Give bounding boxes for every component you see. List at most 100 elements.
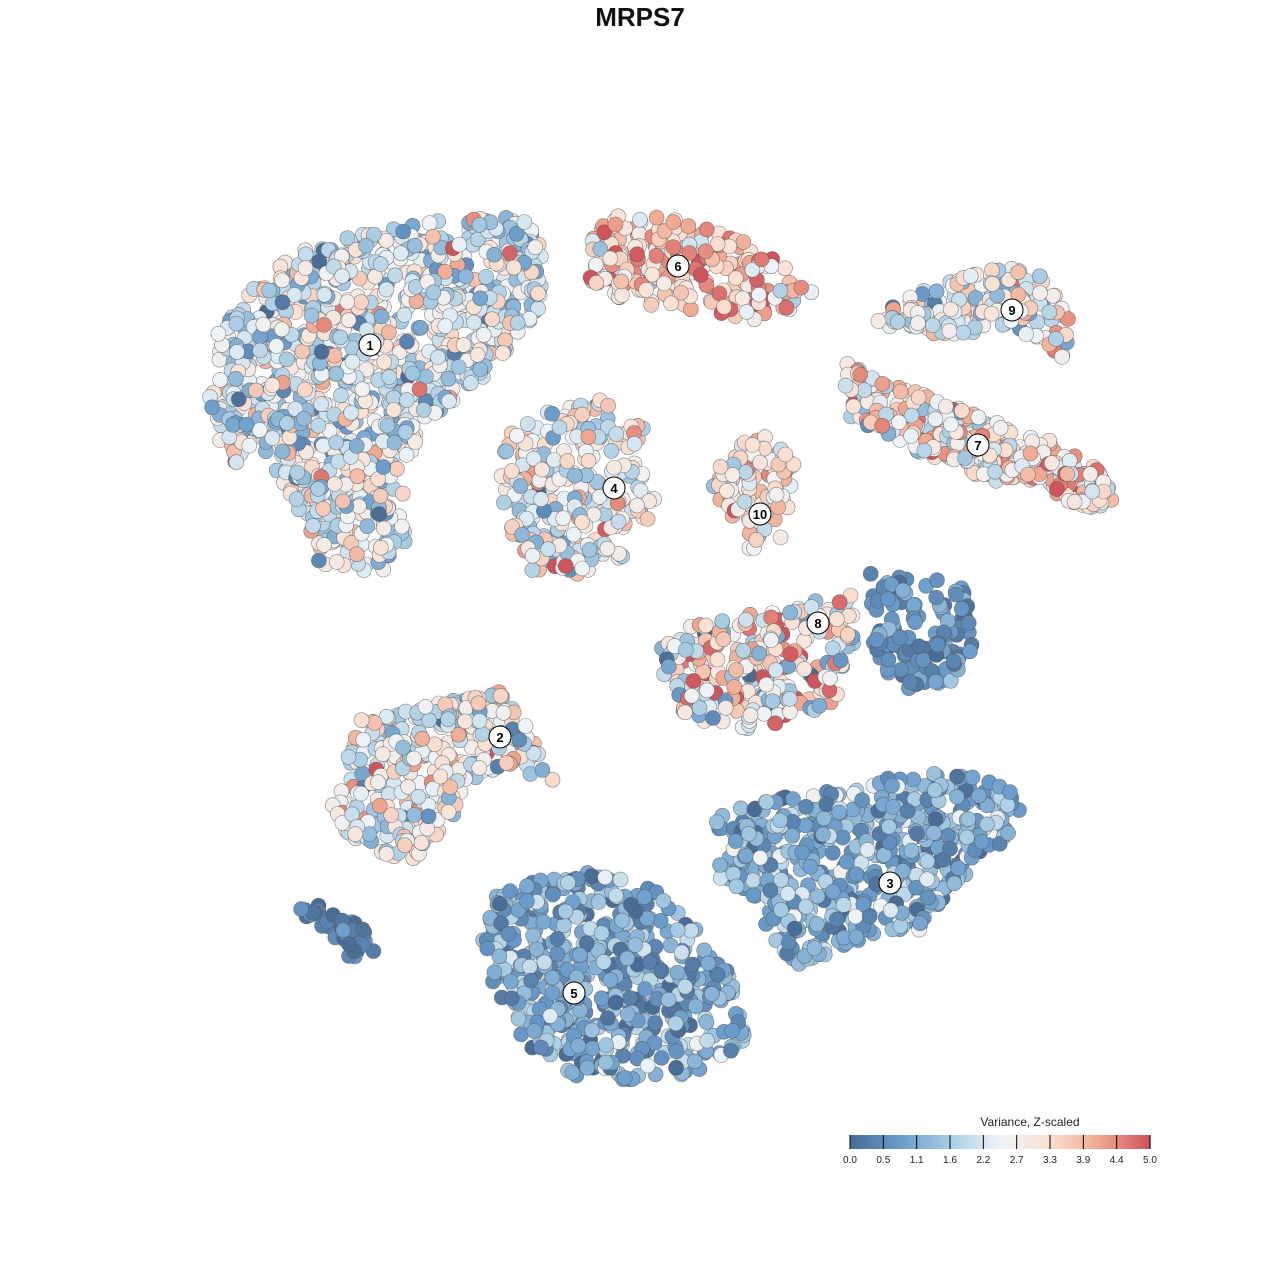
cell-point: [393, 245, 409, 261]
cell-point: [929, 572, 945, 589]
cell-point: [588, 274, 605, 291]
cell-point: [381, 324, 397, 341]
cell-point: [745, 887, 762, 904]
cell-point: [892, 383, 909, 400]
cell-point: [472, 290, 489, 307]
cluster-points-8: [654, 587, 861, 737]
cell-point: [526, 1023, 543, 1039]
cluster-label-2: 2: [488, 725, 512, 749]
cell-point: [979, 816, 995, 833]
cell-point: [668, 1043, 685, 1060]
cell-point: [683, 301, 699, 318]
cell-point: [815, 826, 831, 843]
cell-point: [371, 506, 387, 522]
cell-point: [948, 586, 964, 603]
cell-point: [838, 853, 855, 870]
cell-point: [619, 950, 636, 967]
cell-point: [519, 893, 535, 909]
cell-point: [332, 329, 349, 346]
cell-point: [777, 260, 793, 277]
colorbar-tick-label: 0.5: [876, 1155, 890, 1166]
cell-point: [834, 829, 851, 846]
cell-point: [502, 883, 518, 899]
cell-point: [874, 417, 891, 434]
cell-point: [818, 796, 835, 813]
colorbar-tick-label: 1.6: [943, 1155, 957, 1166]
cell-point: [925, 825, 942, 841]
cell-point: [354, 921, 371, 938]
cell-point: [653, 1050, 670, 1066]
cell-point: [406, 807, 423, 823]
colorbar-gradient: [850, 1135, 1151, 1149]
cluster-points-10: [705, 429, 802, 556]
colorbar-tick-label: 4.4: [1110, 1155, 1124, 1166]
cell-point: [632, 212, 648, 228]
cell-point: [516, 214, 533, 230]
cell-point: [845, 398, 862, 415]
cluster-label-text: 2: [496, 730, 503, 745]
cell-point: [880, 591, 896, 607]
cell-point: [692, 267, 709, 283]
cell-point: [389, 460, 405, 477]
cell-point: [497, 332, 514, 349]
cluster-label-text: 8: [814, 616, 821, 631]
cell-point: [372, 488, 389, 504]
cell-point: [962, 643, 978, 660]
cell-point: [809, 916, 825, 932]
cell-point: [677, 704, 693, 721]
cell-point: [711, 285, 728, 302]
cell-point: [1041, 304, 1058, 321]
cell-point: [466, 314, 482, 331]
cell-point: [527, 239, 544, 256]
cell-point: [893, 661, 909, 678]
cell-point: [992, 420, 1009, 436]
cell-point: [471, 713, 488, 729]
cell-point: [1082, 466, 1099, 482]
cell-point: [1084, 483, 1101, 500]
points-layer: [202, 208, 1120, 1087]
cell-point: [852, 366, 869, 383]
cell-point: [288, 491, 305, 507]
cell-point: [274, 272, 290, 289]
cell-point: [313, 343, 330, 360]
cell-point: [551, 419, 568, 436]
cluster-points-4: [493, 392, 662, 582]
cell-point: [478, 269, 494, 285]
cell-point: [752, 454, 768, 471]
cell-point: [593, 925, 610, 941]
cell-point: [641, 954, 658, 970]
cell-point: [238, 416, 255, 433]
cell-point: [895, 582, 911, 599]
cell-point: [714, 613, 731, 630]
cell-point: [602, 250, 619, 267]
cell-point: [404, 365, 421, 382]
cell-point: [726, 679, 743, 695]
cell-point: [440, 711, 456, 728]
cell-point: [941, 323, 958, 339]
cell-point: [344, 353, 361, 370]
cell-point: [381, 369, 397, 385]
cell-point: [639, 511, 656, 527]
cell-point: [697, 243, 714, 260]
cell-point: [686, 1053, 703, 1070]
cluster-points-2: [324, 684, 561, 867]
colorbar-tick-label: 5.0: [1143, 1155, 1157, 1166]
cell-point: [544, 405, 560, 422]
cell-point: [840, 626, 856, 643]
cell-point: [903, 428, 919, 444]
cell-point: [503, 463, 520, 479]
cell-point: [861, 908, 878, 925]
cell-point: [758, 676, 775, 693]
cell-point: [293, 901, 309, 917]
cell-point: [772, 282, 789, 299]
cell-point: [927, 673, 944, 690]
cell-point: [927, 811, 944, 828]
cell-point: [406, 750, 422, 767]
cell-point: [387, 267, 403, 284]
cell-point: [374, 746, 391, 762]
cell-point: [831, 594, 848, 611]
colorbar-tick-label: 3.3: [1043, 1155, 1057, 1166]
cell-point: [884, 777, 900, 794]
cell-point: [742, 707, 759, 724]
cell-point: [261, 282, 278, 299]
